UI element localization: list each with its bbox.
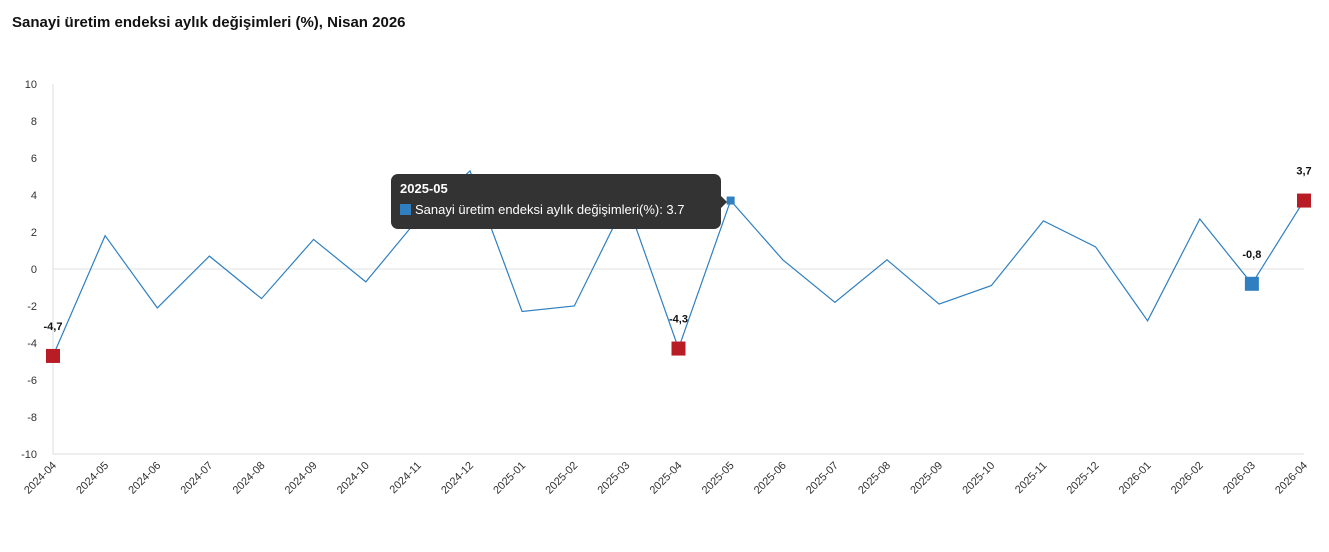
x-tick-label: 2025-10: [960, 460, 997, 497]
x-tick-label: 2025-05: [700, 460, 737, 497]
x-tick-label: 2024-06: [126, 460, 163, 497]
x-tick-label: 2025-11: [1013, 460, 1049, 496]
tooltip-series-value: Sanayi üretim endeksi aylık değişimleri(…: [415, 202, 685, 217]
y-tick-label: 10: [25, 79, 37, 91]
y-tick-label: 2: [31, 227, 37, 239]
x-tick-label: 2026-01: [1117, 460, 1154, 497]
tooltip-pointer: [721, 196, 727, 208]
x-tick-label: 2025-01: [491, 460, 528, 497]
y-tick-label: 0: [31, 264, 37, 276]
x-tick-label: 2025-12: [1065, 460, 1102, 497]
y-tick-label: 8: [31, 116, 37, 128]
y-tick-label: -6: [27, 375, 37, 387]
data-label: -0,8: [1242, 249, 1261, 261]
tooltip-series-swatch: [400, 204, 411, 215]
y-tick-label: -8: [27, 412, 37, 424]
x-tick-label: 2026-04: [1273, 460, 1310, 497]
x-tick-label: 2025-02: [543, 460, 580, 497]
highlight-marker: [46, 348, 60, 363]
chart-title: Sanayi üretim endeksi aylık değişimleri …: [12, 14, 406, 31]
x-tick-label: 2025-03: [595, 460, 632, 497]
x-tick-label: 2026-02: [1169, 460, 1206, 497]
x-tick-label: 2025-09: [908, 460, 945, 497]
hovered-point-marker: [726, 196, 735, 205]
x-tick-label: 2024-11: [388, 460, 424, 496]
y-tick-label: -2: [27, 301, 37, 313]
x-tick-label: 2024-04: [22, 460, 59, 497]
x-tick-label: 2024-08: [231, 460, 268, 497]
x-tick-label: 2024-05: [74, 460, 111, 497]
highlight-marker: [671, 341, 686, 356]
x-tick-label: 2024-07: [178, 460, 215, 497]
highlight-marker: [1297, 193, 1311, 208]
tooltip-row: Sanayi üretim endeksi aylık değişimleri(…: [400, 202, 712, 217]
chart-tooltip: 2025-05 Sanayi üretim endeksi aylık deği…: [391, 174, 727, 229]
tooltip-title: 2025-05: [400, 181, 448, 196]
x-tick-label: 2026-03: [1221, 460, 1258, 497]
x-tick-label: 2025-04: [648, 460, 685, 497]
highlight-marker: [1244, 276, 1259, 291]
data-label: 3,7: [1296, 166, 1311, 178]
data-label: -4,3: [669, 314, 688, 326]
y-tick-label: -10: [21, 449, 37, 461]
y-tick-label: 4: [31, 190, 37, 202]
x-tick-label: 2024-10: [335, 460, 372, 497]
x-tick-label: 2025-06: [752, 460, 789, 497]
x-tick-label: 2024-09: [283, 460, 320, 497]
x-tick-label: 2025-07: [804, 460, 841, 497]
data-label: -4,7: [44, 321, 63, 333]
y-tick-label: 6: [31, 153, 37, 165]
x-tick-label: 2024-12: [439, 460, 476, 497]
x-tick-label: 2025-08: [856, 460, 893, 497]
y-tick-label: -4: [27, 338, 37, 350]
